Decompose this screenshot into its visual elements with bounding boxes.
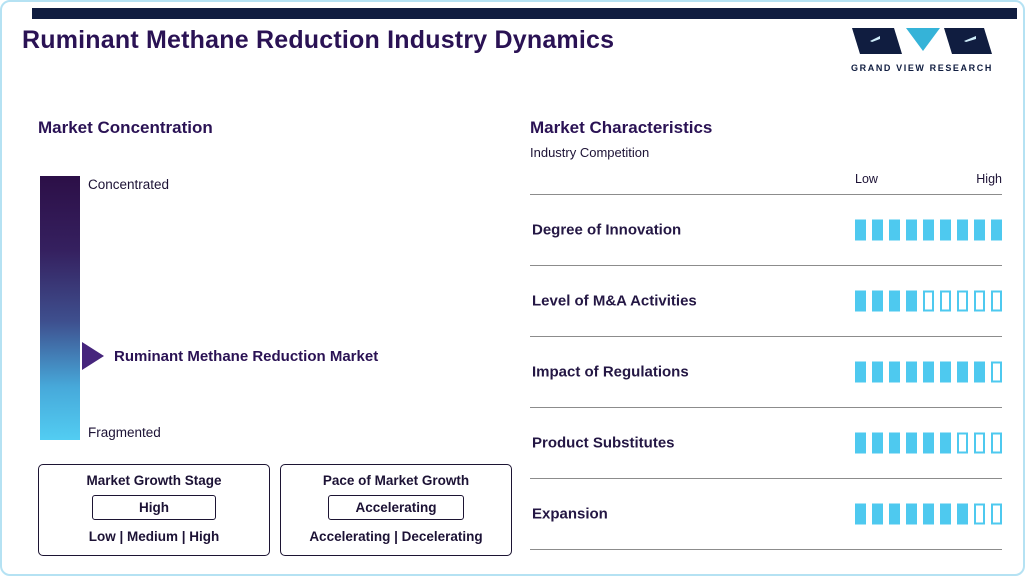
rating-segment-filled <box>872 432 883 454</box>
scale-low-label: Low <box>855 172 878 186</box>
characteristic-label: Level of M&A Activities <box>532 292 697 310</box>
rating-segment-filled <box>889 432 900 454</box>
rating-segment-filled <box>957 503 968 525</box>
growth-stage-options: Low | Medium | High <box>88 529 220 544</box>
rating-segment-filled <box>974 361 985 383</box>
industry-competition-subheading: Industry Competition <box>530 145 650 160</box>
characteristics-rows: Degree of Innovation Level of M&A Activit… <box>530 195 1002 550</box>
rating-segments <box>855 361 1002 383</box>
rating-segment-filled <box>906 503 917 525</box>
rating-segment-empty <box>940 290 951 312</box>
rating-segment-empty <box>974 432 985 454</box>
gvr-logo-mark-icon <box>852 28 992 54</box>
market-position-marker: Ruminant Methane Reduction Market <box>82 342 378 370</box>
rating-segment-filled <box>906 361 917 383</box>
rating-segment-filled <box>855 361 866 383</box>
characteristic-row: Impact of Regulations <box>530 337 1002 408</box>
concentrated-label: Concentrated <box>88 177 170 192</box>
rating-segment-filled <box>855 290 866 312</box>
rating-segment-empty <box>974 503 985 525</box>
market-growth-stage-box: Market Growth Stage High Low | Medium | … <box>38 464 270 556</box>
rating-segment-filled <box>957 219 968 241</box>
market-position-label: Ruminant Methane Reduction Market <box>114 347 379 365</box>
rating-segment-filled <box>906 290 917 312</box>
rating-segment-filled <box>872 361 883 383</box>
market-characteristics-heading: Market Characteristics <box>530 118 713 137</box>
page-title: Ruminant Methane Reduction Industry Dyna… <box>22 26 615 54</box>
characteristic-row: Degree of Innovation <box>530 195 1002 266</box>
rating-segment-filled <box>906 219 917 241</box>
market-concentration-heading: Market Concentration <box>38 118 213 137</box>
growth-pace-value: Accelerating <box>328 495 464 520</box>
rating-segments <box>855 432 1002 454</box>
rating-segment-filled <box>957 361 968 383</box>
growth-pace-title: Pace of Market Growth <box>322 473 470 488</box>
characteristics-table: Low High Degree of Innovation Level of M&… <box>530 172 1002 550</box>
characteristic-label: Product Substitutes <box>532 434 675 452</box>
rating-segment-empty <box>991 432 1002 454</box>
rating-segments <box>855 290 1002 312</box>
scale-high-label: High <box>976 172 1002 186</box>
scale-header-row: Low High <box>530 172 1002 195</box>
rating-segment-filled <box>872 219 883 241</box>
rating-segment-filled <box>974 219 985 241</box>
rating-segment-filled <box>940 432 951 454</box>
rating-segment-filled <box>923 503 934 525</box>
marker-triangle-icon <box>82 342 104 370</box>
rating-segment-filled <box>906 432 917 454</box>
growth-stage-title: Market Growth Stage <box>86 473 222 488</box>
rating-segments <box>855 219 1002 241</box>
growth-stage-value: High <box>92 495 216 520</box>
rating-segment-filled <box>855 219 866 241</box>
characteristic-label: Expansion <box>532 505 608 523</box>
rating-segment-filled <box>940 219 951 241</box>
rating-segment-empty <box>991 290 1002 312</box>
rating-segment-filled <box>923 219 934 241</box>
rating-segment-filled <box>889 290 900 312</box>
rating-segment-filled <box>923 432 934 454</box>
characteristic-row: Product Substitutes <box>530 408 1002 479</box>
rating-segment-filled <box>889 503 900 525</box>
characteristic-row: Level of M&A Activities <box>530 266 1002 337</box>
rating-segment-filled <box>923 361 934 383</box>
rating-segment-empty <box>923 290 934 312</box>
concentration-gradient-bar <box>40 176 80 440</box>
top-accent-bar <box>32 8 1017 19</box>
rating-segment-filled <box>889 219 900 241</box>
grand-view-research-logo: GRAND VIEW RESEARCH <box>847 28 997 73</box>
rating-segment-filled <box>889 361 900 383</box>
rating-segment-empty <box>957 290 968 312</box>
growth-pace-options: Accelerating | Decelerating <box>309 529 483 544</box>
characteristic-row: Expansion <box>530 479 1002 550</box>
fragmented-label: Fragmented <box>88 425 161 440</box>
characteristic-label: Degree of Innovation <box>532 221 682 239</box>
rating-segment-filled <box>991 219 1002 241</box>
rating-segment-filled <box>872 290 883 312</box>
rating-segment-empty <box>991 361 1002 383</box>
rating-segments <box>855 503 1002 525</box>
rating-segment-filled <box>940 361 951 383</box>
rating-segment-filled <box>855 432 866 454</box>
rating-segment-filled <box>940 503 951 525</box>
rating-segment-empty <box>974 290 985 312</box>
logo-text: GRAND VIEW RESEARCH <box>851 63 993 73</box>
rating-segment-empty <box>957 432 968 454</box>
rating-segment-filled <box>872 503 883 525</box>
rating-segment-filled <box>855 503 866 525</box>
pace-of-growth-box: Pace of Market Growth Accelerating Accel… <box>280 464 512 556</box>
characteristic-label: Impact of Regulations <box>532 363 689 381</box>
rating-segment-empty <box>991 503 1002 525</box>
